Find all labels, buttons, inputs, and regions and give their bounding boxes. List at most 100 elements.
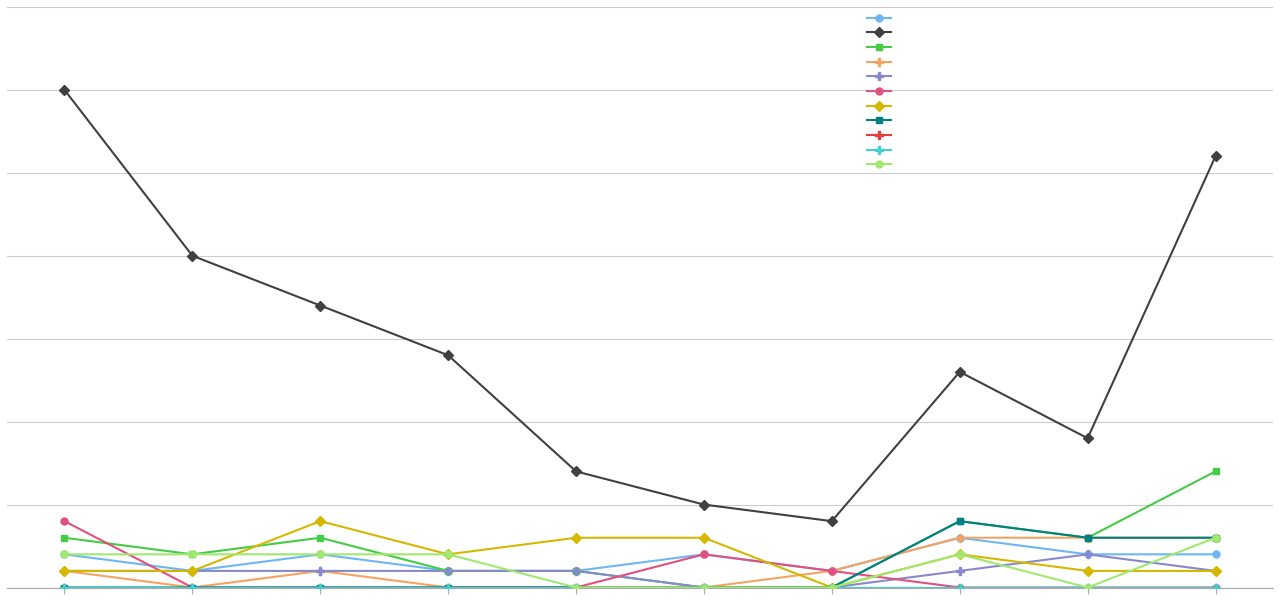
한국전력기술 <box>56 534 72 541</box>
Legend: 두산에너빌리티, 한국수력원자력, 한국전력기술, 웨스팅하우스 일렉트릭 컴퍼니 엘엘씨, 프라마 톰, 한전케이피에스, 수산이앤에스, 스탠더드시험연구소: 두산에너빌리티, 한국수력원자력, 한국전력기술, 웨스팅하우스 일렉트릭 컴퍼… <box>868 13 954 170</box>
프라마 톰 <box>440 568 456 575</box>
한화오션 <box>952 551 968 558</box>
스탠더드시험연구소 <box>568 584 584 591</box>
한국수력원자력 <box>184 252 200 259</box>
수산이앤에스 <box>568 534 584 541</box>
Line: 아레바 엔피: 아레바 엔피 <box>60 583 1220 592</box>
테라파워, 엘엘씨 <box>696 584 712 591</box>
한국전력기술 <box>312 534 328 541</box>
스탠더드시험연구소 <box>312 584 328 591</box>
웨스팅하우스 일렉트릭 컴퍼니 엘엘씨 <box>56 568 72 575</box>
수산이앤에스 <box>952 551 968 558</box>
수산이앤에스 <box>696 534 712 541</box>
한국전력기술 <box>952 518 968 525</box>
테라파워, 엘엘씨 <box>1208 584 1224 591</box>
한국수력원자력 <box>1208 152 1224 160</box>
Line: 두산에너빌리티: 두산에너빌리티 <box>61 534 1219 574</box>
프라마 톰 <box>696 584 712 591</box>
두산에너빌리티 <box>56 551 72 558</box>
수산이앤에스 <box>56 568 72 575</box>
한전케이피에스 <box>824 568 840 575</box>
테라파워, 엘엘씨 <box>1080 584 1096 591</box>
한전케이피에스 <box>696 551 712 558</box>
웨스팅하우스 일렉트릭 컴퍼니 엘엘씨 <box>568 584 584 591</box>
아레바 엔피 <box>440 584 456 591</box>
테라파워, 엘엘씨 <box>56 584 72 591</box>
웨스팅하우스 일렉트릭 컴퍼니 엘엘씨 <box>952 534 968 541</box>
아레바 엔피 <box>56 584 72 591</box>
한전케이피에스 <box>952 584 968 591</box>
아레바 엔피 <box>696 584 712 591</box>
한전케이피에스 <box>184 584 200 591</box>
Line: 한화오션: 한화오션 <box>61 534 1219 591</box>
한화오션 <box>440 551 456 558</box>
두산에너빌리티 <box>696 551 712 558</box>
한국수력원자력 <box>824 518 840 525</box>
웨스팅하우스 일렉트릭 컴퍼니 엘엘씨 <box>696 584 712 591</box>
한국수력원자력 <box>440 352 456 359</box>
두산에너빌리티 <box>312 551 328 558</box>
한국전력기술 <box>1080 534 1096 541</box>
한국수력원자력 <box>312 302 328 309</box>
프라마 톰 <box>824 584 840 591</box>
아레바 엔피 <box>1208 584 1224 591</box>
스탠더드시험연구소 <box>1208 534 1224 541</box>
아레바 엔피 <box>184 584 200 591</box>
웨스팅하우스 일렉트릭 컴퍼니 엘엘씨 <box>824 568 840 575</box>
스탠더드시험연구소 <box>952 518 968 525</box>
수산이앤에스 <box>184 568 200 575</box>
스탠더드시험연구소 <box>824 584 840 591</box>
아레바 엔피 <box>568 584 584 591</box>
두산에너빌리티 <box>440 568 456 575</box>
한국전력기술 <box>440 568 456 575</box>
수산이앤에스 <box>440 551 456 558</box>
두산에너빌리티 <box>824 568 840 575</box>
두산에너빌리티 <box>184 568 200 575</box>
아레바 엔피 <box>952 584 968 591</box>
테라파워, 엘엘씨 <box>952 584 968 591</box>
한화오션 <box>1208 534 1224 541</box>
두산에너빌리티 <box>952 534 968 541</box>
웨스팅하우스 일렉트릭 컴퍼니 엘엘씨 <box>184 584 200 591</box>
수산이앤에스 <box>824 584 840 591</box>
한국수력원자력 <box>696 501 712 508</box>
한화오션 <box>312 551 328 558</box>
한화오션 <box>184 551 200 558</box>
프라마 톰 <box>184 568 200 575</box>
한화오션 <box>1080 584 1096 591</box>
한전케이피에스 <box>568 584 584 591</box>
스탠더드시험연구소 <box>696 584 712 591</box>
한전케이피에스 <box>1208 584 1224 591</box>
한전케이피에스 <box>312 584 328 591</box>
한국수력원자력 <box>568 468 584 475</box>
Line: 한국전력기술: 한국전력기술 <box>61 468 1219 591</box>
테라파워, 엘엘씨 <box>824 584 840 591</box>
두산에너빌리티 <box>1080 551 1096 558</box>
수산이앤에스 <box>1208 568 1224 575</box>
한국전력기술 <box>824 584 840 591</box>
웨스팅하우스 일렉트릭 컴퍼니 엘엘씨 <box>440 584 456 591</box>
스탠더드시험연구소 <box>440 584 456 591</box>
웨스팅하우스 일렉트릭 컴퍼니 엘엘씨 <box>312 568 328 575</box>
스탠더드시험연구소 <box>1080 534 1096 541</box>
한화오션 <box>696 584 712 591</box>
스탠더드시험연구소 <box>184 584 200 591</box>
Line: 한국수력원자력: 한국수력원자력 <box>61 86 1219 524</box>
아레바 엔피 <box>824 584 840 591</box>
한국전력기술 <box>184 551 200 558</box>
한국수력원자력 <box>1080 434 1096 442</box>
Line: 스탠더드시험연구소: 스탠더드시험연구소 <box>61 518 1219 591</box>
Line: 수산이앤에스: 수산이앤에스 <box>61 518 1219 591</box>
한국수력원자력 <box>56 86 72 94</box>
아레바 엔피 <box>312 584 328 591</box>
프라마 톰 <box>1208 568 1224 575</box>
한화오션 <box>568 584 584 591</box>
프라마 톰 <box>568 568 584 575</box>
한전케이피에스 <box>1080 584 1096 591</box>
테라파워, 엘엘씨 <box>312 584 328 591</box>
두산에너빌리티 <box>1208 551 1224 558</box>
한국전력기술 <box>1208 468 1224 475</box>
프라마 톰 <box>952 568 968 575</box>
한화오션 <box>824 584 840 591</box>
테라파워, 엘엘씨 <box>440 584 456 591</box>
